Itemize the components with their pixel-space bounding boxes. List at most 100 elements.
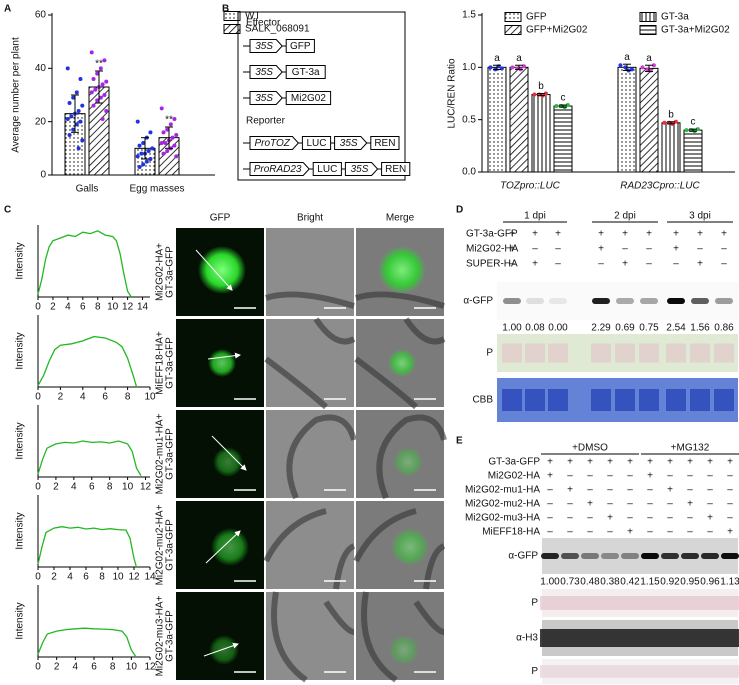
treatment-sign: + <box>673 229 679 240</box>
x-tick-label: 14 <box>137 302 149 313</box>
data-point <box>159 141 164 145</box>
x-tick-label: 6 <box>83 572 89 583</box>
cell-wall <box>376 414 447 500</box>
treatment-sign: + <box>647 457 653 468</box>
treatment-sign: – <box>607 485 613 496</box>
band <box>701 553 719 559</box>
data-point <box>71 127 76 132</box>
treatment-sign: + <box>509 229 515 240</box>
x-tick-label: 0 <box>35 302 41 313</box>
treatment-sign: – <box>567 527 573 538</box>
band <box>615 343 635 363</box>
band <box>503 298 521 304</box>
treatment-sign: – <box>727 485 733 496</box>
band-quantification: 0.96 <box>700 577 720 588</box>
promoter <box>344 162 379 176</box>
treatment-sign: – <box>607 471 613 482</box>
y-tick-label: 0.0 <box>462 167 476 178</box>
band <box>720 629 739 647</box>
cell-wall <box>264 317 356 410</box>
data-point <box>623 65 628 70</box>
profile-arrow <box>203 642 239 657</box>
gene-label: LUC <box>306 138 326 149</box>
treatment-sign: + <box>627 527 633 538</box>
band <box>540 665 560 678</box>
band <box>561 553 579 559</box>
band <box>541 553 559 559</box>
band <box>621 553 639 559</box>
band <box>548 343 568 363</box>
row-label: Mi2G02-mu2-HA+ <box>155 504 166 585</box>
band-quantification: 1.00 <box>502 323 522 334</box>
treatment-sign: + <box>627 457 633 468</box>
data-point <box>645 67 650 72</box>
data-point <box>100 82 105 87</box>
treatment-sign: – <box>647 499 653 510</box>
gene-box <box>285 91 332 105</box>
x-tick-label: 2 <box>53 482 59 493</box>
data-point <box>148 130 153 135</box>
bar <box>553 105 573 173</box>
x-tick-label: 4 <box>73 662 79 673</box>
data-point <box>170 135 175 140</box>
blot-label: α-H3 <box>516 633 538 644</box>
panel-label: B <box>222 4 229 15</box>
treatment-sign: – <box>587 527 593 538</box>
y-tick-label: 0.5 <box>462 114 476 125</box>
band <box>660 596 680 610</box>
treatment-sign: + <box>587 499 593 510</box>
treatment-sign: – <box>587 485 593 496</box>
data-point <box>98 66 103 71</box>
nucleus-signal <box>393 447 423 477</box>
data-point <box>80 138 85 143</box>
cell-wall <box>271 591 355 683</box>
treatment-sign: + <box>622 259 628 270</box>
gene-box <box>285 65 326 79</box>
nucleus-signal <box>378 246 426 294</box>
data-point <box>65 66 70 71</box>
band <box>616 298 634 304</box>
y-tick-label: 40 <box>35 63 47 74</box>
data-point <box>165 149 170 153</box>
x-tick-label: 8 <box>110 662 116 673</box>
annotation: ** <box>165 115 173 126</box>
data-point <box>565 103 570 108</box>
x-tick-label: 0 <box>35 392 41 403</box>
row-label: GT-3a-GFP <box>165 337 176 389</box>
x-tick-label: 0 <box>35 482 41 493</box>
y-axis-label: Average number per plant <box>11 37 22 153</box>
data-point <box>74 90 79 95</box>
band-quantification: 0.48 <box>580 577 600 588</box>
band-quantification: 2.29 <box>591 323 611 334</box>
annotation: ** <box>95 59 103 70</box>
band <box>700 596 720 610</box>
promoter-label: ProRAD23 <box>254 164 302 175</box>
band <box>600 629 620 647</box>
promoter <box>249 65 283 79</box>
band <box>680 596 700 610</box>
data-point <box>695 127 700 132</box>
x-tick-label: 12 <box>140 482 152 493</box>
data-point <box>95 71 100 76</box>
band <box>525 343 545 363</box>
blot-label: α-GFP <box>508 551 538 562</box>
band <box>639 343 659 363</box>
micrograph <box>266 591 355 683</box>
treatment-label: MiEFF18-HA <box>482 527 540 538</box>
promoter-label: 35S <box>351 164 369 175</box>
group-label: 1 dpi <box>524 211 546 222</box>
treatment-sign: + <box>687 499 693 510</box>
data-point <box>93 87 98 92</box>
treatment-sign: + <box>532 259 538 270</box>
band <box>691 298 709 304</box>
data-point <box>144 159 149 164</box>
x-tick-label: 6 <box>89 482 95 493</box>
data-point <box>135 154 140 159</box>
promoter <box>249 136 300 150</box>
y-axis-label: Intensity <box>15 422 26 459</box>
treatment-sign: + <box>707 513 713 524</box>
treatment-sign: – <box>707 471 713 482</box>
data-point <box>141 141 146 145</box>
row-label: GT-3a-GFP <box>165 519 176 571</box>
profile-arrow <box>205 530 241 564</box>
